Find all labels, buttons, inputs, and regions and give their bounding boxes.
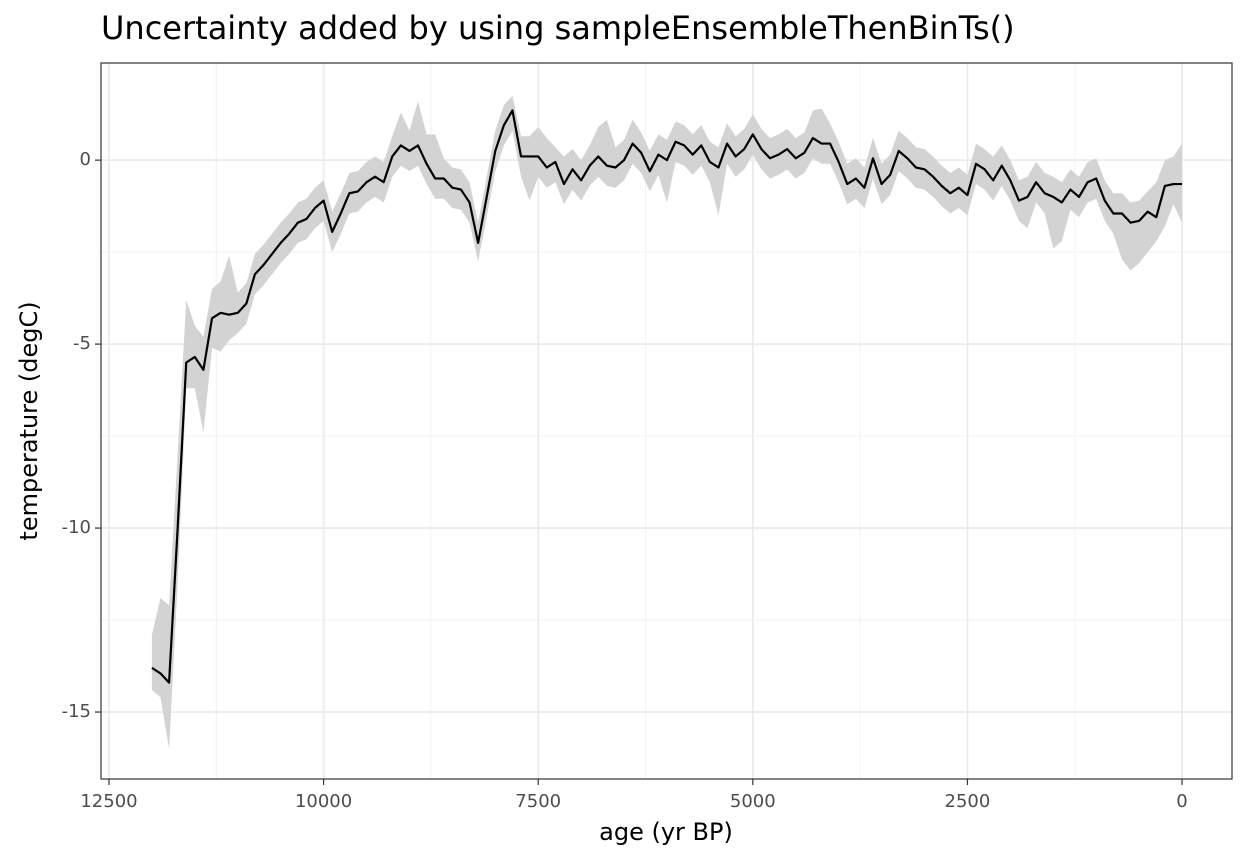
y-tick-label: -5 xyxy=(73,333,91,354)
y-tick-label: 0 xyxy=(80,149,91,170)
x-tick-label: 2500 xyxy=(945,791,991,812)
x-tick-label: 7500 xyxy=(515,791,561,812)
x-tick-label: 10000 xyxy=(295,791,352,812)
x-tick-label: 5000 xyxy=(730,791,776,812)
chart-title: Uncertainty added by using sampleEnsembl… xyxy=(101,9,1015,47)
y-tick-label: -10 xyxy=(62,517,91,538)
x-axis-title: age (yr BP) xyxy=(599,818,733,846)
x-tick-label: 0 xyxy=(1176,791,1187,812)
y-axis-title: temperature (degC) xyxy=(15,301,43,540)
panel-border xyxy=(100,62,1233,780)
y-tick-label: -15 xyxy=(62,701,91,722)
data-line xyxy=(151,109,1183,684)
x-tick-label: 12500 xyxy=(80,791,137,812)
